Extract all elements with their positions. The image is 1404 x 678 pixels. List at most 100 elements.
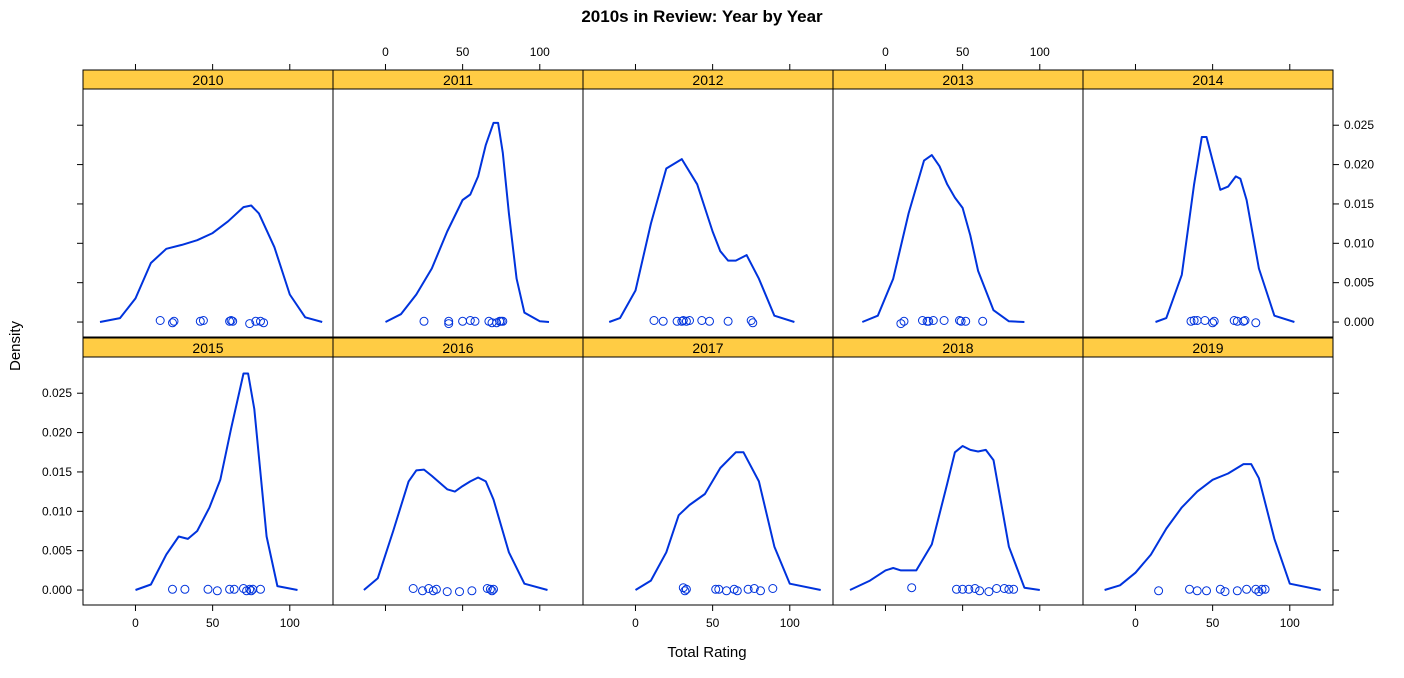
panel-frame-2012 bbox=[582, 88, 834, 338]
density-curve-2013 bbox=[861, 154, 1025, 323]
panel-2016: 2016 bbox=[332, 337, 584, 606]
data-point-2010-4 bbox=[198, 316, 208, 325]
data-point-2010-11 bbox=[259, 318, 269, 328]
x-tick-label: 0 bbox=[632, 616, 639, 630]
data-point-2013-9 bbox=[961, 316, 971, 326]
data-point-2017-8 bbox=[743, 584, 753, 594]
panel-2010: 2010 bbox=[82, 69, 334, 338]
data-point-2010-5 bbox=[225, 316, 235, 326]
data-point-2017-3 bbox=[711, 584, 721, 594]
y-tick-label: 0.000 bbox=[42, 583, 72, 597]
panel-2018: 2018 bbox=[832, 337, 1084, 606]
data-point-2011-2 bbox=[444, 319, 454, 329]
panel-frame-2010 bbox=[82, 88, 334, 338]
data-point-2019-7 bbox=[1242, 584, 1252, 594]
data-point-2018-6 bbox=[984, 587, 994, 597]
y-tick-label: 0.005 bbox=[1344, 276, 1374, 290]
strip-label-2018: 2018 bbox=[942, 340, 973, 356]
data-point-2016-7 bbox=[467, 586, 477, 596]
data-point-2010-1 bbox=[168, 318, 177, 328]
y-axis-label: Density bbox=[7, 320, 24, 371]
panel-2014: 2014 bbox=[1082, 69, 1334, 338]
data-point-2011-3 bbox=[458, 316, 468, 326]
density-curve-2018 bbox=[849, 445, 1040, 591]
data-point-2018-4 bbox=[970, 584, 980, 593]
data-point-2014-5 bbox=[1209, 316, 1219, 326]
data-point-2019-3 bbox=[1202, 586, 1211, 596]
data-point-2016-4 bbox=[431, 584, 441, 594]
panels-layer: 2010 2011 2012 2013 2014 2015 2016 2017 2018 2019… bbox=[42, 45, 1374, 630]
data-point-2017-5 bbox=[722, 586, 731, 596]
density-curve-2014 bbox=[1155, 136, 1295, 323]
strip-label-2013: 2013 bbox=[942, 72, 973, 88]
data-point-2017-10 bbox=[756, 586, 765, 596]
data-point-2012-2 bbox=[672, 316, 682, 326]
data-point-2013-0 bbox=[896, 319, 906, 329]
data-point-2017-7 bbox=[732, 586, 742, 596]
data-point-2019-11 bbox=[1260, 584, 1270, 594]
data-point-2013-5 bbox=[928, 316, 938, 325]
panel-2012: 2012 bbox=[582, 69, 834, 338]
data-point-2010-0 bbox=[155, 316, 165, 325]
data-point-2018-8 bbox=[999, 584, 1009, 593]
data-point-2013-8 bbox=[956, 316, 966, 326]
data-point-2016-6 bbox=[455, 587, 464, 597]
y-tick-label: 0.025 bbox=[42, 386, 72, 400]
data-point-2012-10 bbox=[746, 316, 756, 325]
y-tick-label: 0.000 bbox=[1344, 315, 1374, 329]
data-point-2017-2 bbox=[681, 584, 691, 594]
x-tick-label: 50 bbox=[456, 45, 470, 59]
panel-2019: 2019 bbox=[1082, 337, 1334, 606]
data-point-2013-6 bbox=[939, 316, 949, 325]
data-point-2019-0 bbox=[1154, 586, 1164, 596]
data-point-2014-3 bbox=[1200, 316, 1210, 325]
chart-title: 2010s in Review: Year by Year bbox=[581, 7, 823, 26]
x-tick-label: 0 bbox=[382, 45, 389, 59]
data-point-2012-1 bbox=[658, 316, 668, 326]
data-point-2016-9 bbox=[485, 584, 495, 594]
y-tick-label: 0.015 bbox=[1344, 197, 1374, 211]
x-tick-label: 50 bbox=[1206, 616, 1220, 630]
density-curve-2015 bbox=[135, 372, 298, 591]
data-point-2014-1 bbox=[1189, 316, 1199, 325]
density-curve-2016 bbox=[363, 468, 548, 591]
data-point-2019-9 bbox=[1254, 587, 1264, 597]
data-point-2016-1 bbox=[418, 586, 427, 596]
panel-frame-2013 bbox=[832, 88, 1084, 338]
data-point-2013-7 bbox=[955, 316, 964, 325]
y-tick-label: 0.015 bbox=[42, 465, 72, 479]
panel-2017: 2017 bbox=[582, 337, 834, 606]
data-point-2016-5 bbox=[442, 587, 452, 597]
strip-label-2019: 2019 bbox=[1192, 340, 1223, 356]
y-tick-label: 0.010 bbox=[42, 504, 72, 518]
panel-frame-2019 bbox=[1082, 356, 1334, 606]
data-point-2015-3 bbox=[212, 586, 222, 596]
data-point-2010-7 bbox=[228, 316, 238, 326]
data-point-2014-9 bbox=[1240, 316, 1250, 325]
density-curve-2017 bbox=[634, 451, 821, 591]
strip-label-2010: 2010 bbox=[192, 72, 223, 88]
data-point-2011-11 bbox=[498, 316, 508, 326]
panel-2013: 2013 bbox=[832, 69, 1084, 338]
x-tick-label: 100 bbox=[530, 45, 550, 59]
data-point-2019-6 bbox=[1232, 586, 1242, 596]
data-point-2010-2 bbox=[169, 316, 179, 326]
data-point-2016-10 bbox=[487, 586, 497, 596]
data-point-2012-7 bbox=[697, 316, 707, 325]
x-tick-label: 50 bbox=[706, 616, 720, 630]
data-point-2010-8 bbox=[245, 319, 255, 329]
strip-label-2015: 2015 bbox=[192, 340, 223, 356]
panel-2015: 2015 bbox=[82, 337, 334, 606]
panel-frame-2017 bbox=[582, 356, 834, 606]
x-tick-label: 0 bbox=[132, 616, 139, 630]
x-tick-label: 100 bbox=[280, 616, 300, 630]
x-tick-label: 100 bbox=[780, 616, 800, 630]
data-point-2019-8 bbox=[1251, 584, 1261, 594]
data-point-2019-2 bbox=[1192, 586, 1202, 596]
data-point-2015-0 bbox=[168, 584, 177, 594]
strip-label-2017: 2017 bbox=[692, 340, 723, 356]
x-tick-label: 0 bbox=[882, 45, 889, 59]
data-point-2012-11 bbox=[748, 318, 758, 328]
panel-frame-2018 bbox=[832, 356, 1084, 606]
